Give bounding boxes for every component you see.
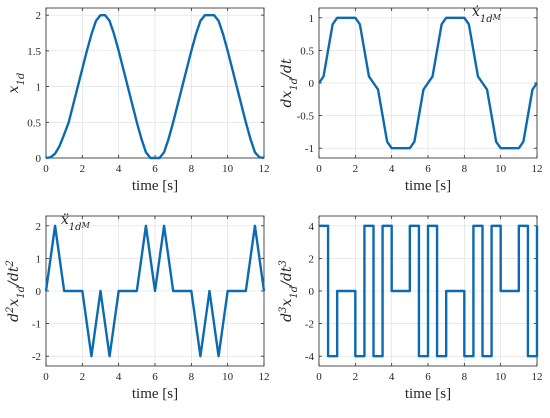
series-line bbox=[318, 16, 538, 150]
x-tick-label: 6 bbox=[152, 371, 158, 383]
y-axis-label: d3x1d/dt3 bbox=[278, 260, 300, 322]
y-tick-label: 1.5 bbox=[27, 46, 41, 58]
y-tick-label: 2 bbox=[309, 253, 315, 265]
x-tick-label: 4 bbox=[116, 163, 122, 175]
series-line bbox=[45, 13, 265, 160]
x-tick-label: 12 bbox=[532, 163, 543, 175]
y-axis-label: dx1d/dt bbox=[279, 58, 300, 107]
x-tick-label: 6 bbox=[152, 163, 158, 175]
y-tick-label: -0.5 bbox=[297, 111, 315, 123]
y-tick-label: 0.5 bbox=[300, 45, 314, 57]
y-tick-label: 0 bbox=[36, 153, 42, 165]
x-tick-label: 2 bbox=[353, 371, 359, 383]
y-tick-label: 4 bbox=[309, 221, 315, 233]
y-tick-label: -2 bbox=[32, 351, 41, 363]
x-tick-label: 10 bbox=[495, 371, 507, 383]
x-tick-label: 2 bbox=[353, 163, 359, 175]
y-tick-label: 2 bbox=[36, 221, 42, 233]
x-tick-label: 8 bbox=[189, 163, 195, 175]
y-tick-label: 1 bbox=[309, 13, 315, 25]
x-axis-label: time [s] bbox=[405, 178, 451, 194]
y-tick-label: -1 bbox=[305, 143, 314, 155]
y-tick-label: 1 bbox=[36, 82, 42, 94]
y-tick-label: 0 bbox=[309, 78, 315, 90]
x-tick-label: 0 bbox=[316, 371, 322, 383]
x-tick-label: 10 bbox=[222, 163, 234, 175]
x-tick-label: 0 bbox=[316, 163, 322, 175]
max-annotation: ẍ1dM bbox=[61, 212, 91, 233]
y-tick-label: 0.5 bbox=[27, 117, 41, 129]
max-annotation: ẋ1dM bbox=[472, 4, 502, 25]
x-axis-label: time [s] bbox=[132, 178, 178, 194]
series-line bbox=[319, 224, 539, 358]
y-tick-label: -2 bbox=[305, 319, 314, 331]
y-tick-label: 1 bbox=[36, 253, 42, 265]
y-axis-label: d2x1d/dt2 bbox=[5, 260, 27, 322]
x-tick-label: 10 bbox=[222, 371, 234, 383]
x-tick-label: 6 bbox=[425, 371, 431, 383]
y-tick-label: -4 bbox=[305, 351, 315, 363]
panel-dddx1d: 0 2 4 6 8 10 12 -4 -2 0 2 4 time [s] d3x1d/dt3 bbox=[278, 215, 543, 402]
x-tick-label: 6 bbox=[425, 163, 431, 175]
x-tick-label: 2 bbox=[80, 371, 86, 383]
series-line bbox=[44, 224, 266, 358]
x-tick-label: 10 bbox=[495, 163, 507, 175]
y-tick-label: 0 bbox=[309, 286, 315, 298]
panel-x1d: 0 2 4 6 8 10 12 0 0.5 1 1.5 2 time [s] x1d bbox=[6, 7, 270, 194]
x-tick-label: 12 bbox=[259, 371, 270, 383]
x-tick-label: 12 bbox=[259, 163, 270, 175]
y-axis-label: x1d bbox=[6, 73, 27, 94]
x-tick-label: 2 bbox=[80, 163, 86, 175]
x-tick-label: 4 bbox=[389, 371, 395, 383]
x-tick-label: 12 bbox=[532, 371, 543, 383]
x-tick-label: 0 bbox=[43, 371, 49, 383]
y-tick-label: -1 bbox=[32, 319, 41, 331]
x-tick-label: 8 bbox=[462, 371, 468, 383]
x-axis-label: time [s] bbox=[132, 386, 178, 402]
x-tick-label: 8 bbox=[462, 163, 468, 175]
x-tick-label: 0 bbox=[43, 163, 49, 175]
y-tick-label: 0 bbox=[36, 286, 42, 298]
x-tick-label: 4 bbox=[389, 163, 395, 175]
x-tick-label: 4 bbox=[116, 371, 122, 383]
x-axis-label: time [s] bbox=[405, 386, 451, 402]
x-tick-label: 8 bbox=[189, 371, 195, 383]
panel-dx1d: 0 2 4 6 8 10 12 -1 -0.5 0 0.5 1 time [s] dx1d/dt ẋ1dM bbox=[279, 4, 543, 194]
y-tick-label: 2 bbox=[36, 10, 42, 22]
